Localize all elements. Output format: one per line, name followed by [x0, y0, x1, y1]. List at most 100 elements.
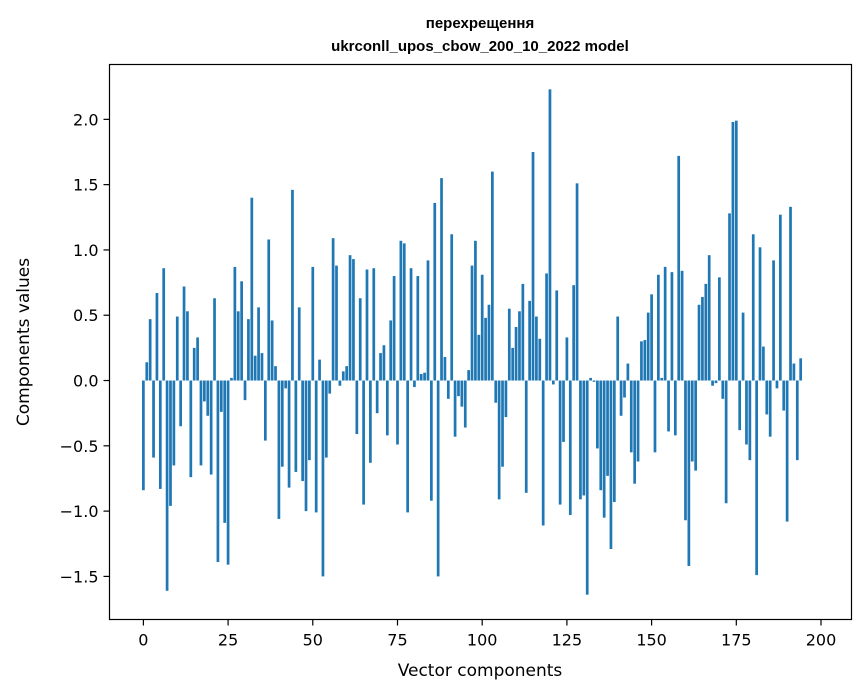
- x-tick-label: 125: [552, 631, 583, 650]
- bar-component-129: [579, 380, 582, 500]
- x-tick-label: 0: [138, 631, 148, 650]
- bar-component-72: [385, 380, 389, 436]
- bar-component-62: [352, 259, 355, 381]
- bar-component-147: [640, 341, 643, 381]
- bar-component-132: [589, 377, 592, 381]
- bar-component-176: [738, 380, 742, 431]
- bar-component-111: [518, 311, 521, 381]
- bar-component-71: [382, 345, 386, 381]
- bar-component-115: [531, 151, 535, 381]
- y-tick-label: −0.5: [60, 437, 99, 456]
- bar-component-60: [345, 366, 349, 381]
- bars-group: [142, 89, 803, 595]
- bar-component-46: [297, 307, 301, 381]
- bar-component-82: [419, 373, 423, 381]
- bar-component-67: [369, 380, 372, 463]
- bar-component-93: [457, 380, 460, 397]
- bar-component-54: [324, 380, 328, 458]
- bar-component-189: [782, 380, 786, 411]
- bar-component-137: [606, 380, 609, 476]
- bar-component-98: [474, 240, 477, 381]
- bar-component-151: [653, 380, 657, 453]
- bar-component-30: [243, 380, 247, 401]
- bar-component-166: [704, 283, 708, 381]
- y-tick-label: −1.0: [60, 502, 99, 521]
- bar-component-37: [267, 239, 271, 381]
- y-tick-label: 1.0: [73, 241, 98, 260]
- bar-component-193: [795, 380, 799, 461]
- bar-component-56: [331, 238, 335, 381]
- bar-component-114: [528, 300, 531, 381]
- bar-component-186: [772, 260, 775, 381]
- bar-component-149: [646, 312, 650, 381]
- bar-component-92: [453, 380, 457, 437]
- bar-component-36: [264, 380, 267, 441]
- bar-component-66: [365, 269, 369, 381]
- bar-component-182: [758, 247, 762, 381]
- bar-component-86: [433, 202, 437, 381]
- bar-component-188: [778, 214, 782, 381]
- bar-component-85: [430, 380, 433, 501]
- bar-component-163: [694, 380, 697, 471]
- bar-component-84: [426, 260, 430, 381]
- bar-component-108: [507, 308, 511, 381]
- bar-component-158: [677, 155, 681, 381]
- bar-component-23: [219, 380, 223, 412]
- x-axis-ticks: 0 25 50 75 100 125 150 175 200: [138, 619, 836, 650]
- plot-area: [109, 64, 852, 620]
- bar-component-91: [450, 234, 454, 381]
- bar-component-0: [142, 380, 145, 491]
- bar-component-185: [768, 380, 772, 437]
- bar-component-88: [440, 178, 443, 381]
- bar-component-117: [538, 338, 542, 381]
- bar-component-112: [521, 283, 525, 381]
- bar-component-45: [294, 380, 298, 472]
- bar-component-187: [775, 380, 779, 389]
- bar-component-31: [247, 319, 250, 381]
- bar-component-140: [616, 316, 620, 381]
- bar-component-69: [375, 380, 379, 414]
- bar-component-194: [799, 358, 803, 381]
- bar-component-21: [213, 298, 216, 381]
- bar-component-87: [436, 380, 440, 577]
- bar-component-168: [711, 380, 714, 386]
- bar-component-165: [701, 296, 704, 381]
- bar-component-101: [484, 317, 487, 381]
- bar-component-119: [545, 273, 548, 381]
- bar-component-24: [223, 380, 227, 523]
- bar-component-127: [572, 285, 576, 381]
- bar-component-8: [169, 380, 172, 506]
- bar-component-177: [741, 312, 745, 381]
- bar-component-116: [535, 316, 538, 381]
- bar-component-61: [348, 255, 352, 381]
- bar-component-9: [172, 380, 176, 466]
- bar-component-58: [338, 380, 342, 386]
- bar-component-120: [548, 89, 552, 381]
- bar-component-180: [751, 234, 755, 381]
- x-tick-label: 100: [467, 631, 498, 650]
- bar-component-159: [680, 270, 684, 381]
- bar-component-121: [551, 380, 555, 385]
- bar-component-15: [192, 347, 196, 381]
- bar-component-157: [673, 380, 677, 436]
- x-tick-label: 25: [218, 631, 238, 650]
- bar-component-110: [514, 326, 518, 381]
- bar-component-100: [480, 274, 484, 381]
- bar-component-191: [789, 206, 792, 381]
- bar-component-164: [697, 304, 701, 381]
- bar-component-38: [270, 320, 274, 381]
- bar-component-136: [602, 380, 606, 518]
- bar-component-169: [714, 380, 718, 384]
- bar-component-10: [175, 316, 179, 381]
- bar-component-123: [558, 380, 562, 505]
- bar-component-99: [477, 334, 481, 381]
- bar-component-17: [199, 380, 203, 466]
- y-tick-label: 0.0: [73, 372, 98, 391]
- bar-component-184: [765, 380, 769, 415]
- bar-component-12: [182, 286, 186, 381]
- x-axis-label: Vector components: [398, 661, 563, 681]
- bar-component-80: [413, 380, 416, 388]
- bar-component-143: [626, 363, 630, 381]
- bar-component-57: [335, 265, 338, 381]
